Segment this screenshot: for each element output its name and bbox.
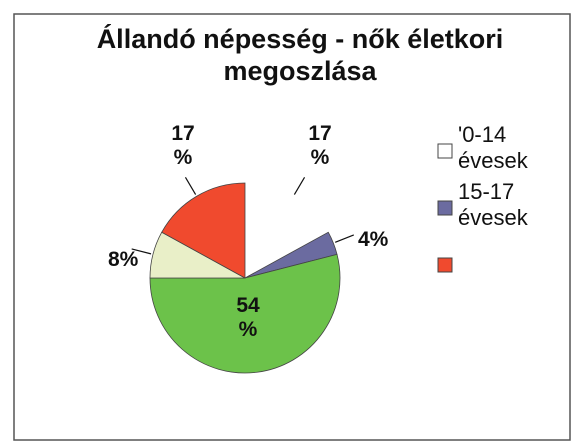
data-label: 8%: [108, 248, 139, 271]
leader-line: [184, 176, 197, 195]
data-label: 4%: [358, 228, 389, 251]
pie-slice: [245, 183, 329, 278]
data-label: 17%: [308, 122, 331, 169]
legend-swatch: [437, 143, 453, 159]
legend-swatch: [437, 200, 453, 216]
legend-label: 15-17 évesek: [458, 179, 529, 230]
chart-title: Állandó népesség - nők életkori megoszlás…: [97, 23, 504, 86]
pie-slice: [149, 253, 341, 374]
legend-swatch: [437, 257, 453, 273]
legend-label: '0-14 évesek: [458, 122, 529, 173]
data-label: 54%: [236, 294, 260, 341]
pie-slice: [161, 182, 246, 279]
leader-line: [334, 234, 355, 243]
leader-line: [131, 248, 152, 255]
leader-line: [293, 176, 306, 195]
data-label: 17%: [171, 122, 194, 169]
